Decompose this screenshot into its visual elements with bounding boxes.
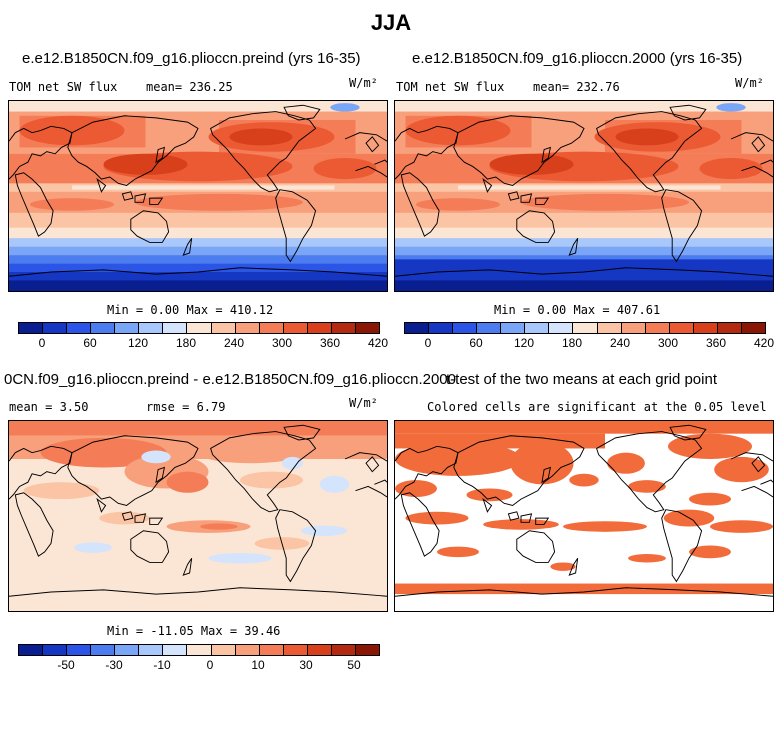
colorbar-swatch [259, 645, 284, 655]
panel-1-title: e.e12.B1850CN.f09_g16.plioccn.preind (yr… [22, 50, 361, 67]
colorbar-tick-label: 360 [319, 336, 341, 350]
panel-2-mean: mean= 232.76 [533, 80, 620, 94]
colorbar-swatch [405, 323, 430, 333]
colorbar-swatch [235, 323, 260, 333]
colorbar-swatch [597, 323, 622, 333]
colorbar-swatch [355, 323, 379, 333]
colorbar-tick-label: 300 [271, 336, 293, 350]
panel-3-map [8, 420, 388, 612]
colorbar-tick-label: 0 [206, 658, 214, 672]
figure-title: JJA [370, 10, 412, 35]
panel-3-rmse: rmse = 6.79 [146, 400, 226, 414]
colorbar-tick-label: 10 [251, 658, 265, 672]
colorbar-tick-label: 50 [347, 658, 361, 672]
colorbar-tick-label: 0 [38, 336, 46, 350]
colorbar-tick-label: 30 [299, 658, 313, 672]
colorbar-swatch [67, 323, 92, 333]
colorbar-tick-label: 60 [83, 336, 97, 350]
panel-3-colorbar [18, 644, 380, 656]
colorbar-swatch [573, 323, 598, 333]
colorbar-swatch [187, 645, 212, 655]
colorbar-swatch [43, 645, 68, 655]
colorbar-swatch [693, 323, 718, 333]
colorbar-swatch [187, 323, 212, 333]
colorbar-swatch [307, 645, 332, 655]
panel-1-minmax: Min = 0.00 Max = 410.12 [107, 303, 274, 317]
colorbar-swatch [139, 323, 164, 333]
colorbar-swatch [163, 645, 188, 655]
panel-4-title: t-test of the two means at each grid poi… [446, 371, 717, 388]
colorbar-tick-label: 420 [753, 336, 775, 350]
colorbar-swatch [549, 323, 574, 333]
colorbar-tick-label: 300 [657, 336, 679, 350]
colorbar-swatch [283, 645, 308, 655]
colorbar-swatch [741, 323, 765, 333]
colorbar-swatch [429, 323, 454, 333]
colorbar-swatch [19, 323, 44, 333]
panel-2-map [394, 100, 774, 292]
colorbar-tick-label: 0 [424, 336, 432, 350]
colorbar-swatch [115, 645, 140, 655]
colorbar-swatch [283, 323, 308, 333]
panel-1-mean: mean= 236.25 [146, 80, 233, 94]
colorbar-tick-label: -50 [57, 658, 75, 672]
colorbar-swatch [67, 645, 92, 655]
panel-2-minmax: Min = 0.00 Max = 407.61 [494, 303, 661, 317]
panel-2-variable: TOM net SW flux [396, 80, 505, 94]
colorbar-swatch [453, 323, 478, 333]
panel-3-units: W/m² [349, 396, 378, 410]
colorbar-swatch [525, 323, 550, 333]
panel-4-map [394, 420, 774, 612]
panel-3-mean: mean = 3.50 [9, 400, 89, 414]
colorbar-tick-label: 240 [609, 336, 631, 350]
panel-4-subtitle: Colored cells are significant at the 0.0… [427, 400, 767, 414]
colorbar-swatch [307, 323, 332, 333]
colorbar-swatch [331, 323, 356, 333]
colorbar-swatch [331, 645, 356, 655]
colorbar-tick-label: 180 [175, 336, 197, 350]
colorbar-tick-label: 240 [223, 336, 245, 350]
colorbar-swatch [259, 323, 284, 333]
colorbar-swatch [211, 323, 236, 333]
colorbar-swatch [211, 645, 236, 655]
colorbar-tick-label: 180 [561, 336, 583, 350]
colorbar-swatch [139, 645, 164, 655]
colorbar-swatch [477, 323, 502, 333]
panel-3-title: 0CN.f09_g16.plioccn.preind - e.e12.B1850… [4, 371, 456, 388]
panel-1-units: W/m² [349, 76, 378, 90]
colorbar-swatch [91, 323, 116, 333]
panel-1-map [8, 100, 388, 292]
colorbar-tick-label: 360 [705, 336, 727, 350]
colorbar-swatch [717, 323, 742, 333]
panel-1-variable: TOM net SW flux [9, 80, 118, 94]
colorbar-swatch [645, 323, 670, 333]
colorbar-swatch [501, 323, 526, 333]
colorbar-swatch [19, 645, 44, 655]
panel-3-minmax: Min = -11.05 Max = 39.46 [107, 624, 281, 638]
colorbar-swatch [163, 323, 188, 333]
colorbar-tick-label: 420 [367, 336, 389, 350]
colorbar-swatch [235, 645, 260, 655]
panel-2-title: e.e12.B1850CN.f09_g16.plioccn.2000 (yrs … [412, 50, 743, 67]
panel-2-colorbar [404, 322, 766, 334]
panel-1-colorbar [18, 322, 380, 334]
colorbar-swatch [669, 323, 694, 333]
colorbar-tick-label: -30 [105, 658, 123, 672]
colorbar-tick-label: 120 [127, 336, 149, 350]
colorbar-tick-label: -10 [153, 658, 171, 672]
colorbar-swatch [355, 645, 379, 655]
colorbar-swatch [115, 323, 140, 333]
colorbar-swatch [43, 323, 68, 333]
colorbar-swatch [621, 323, 646, 333]
colorbar-swatch [91, 645, 116, 655]
colorbar-tick-label: 120 [513, 336, 535, 350]
panel-2-units: W/m² [735, 76, 764, 90]
colorbar-tick-label: 60 [469, 336, 483, 350]
